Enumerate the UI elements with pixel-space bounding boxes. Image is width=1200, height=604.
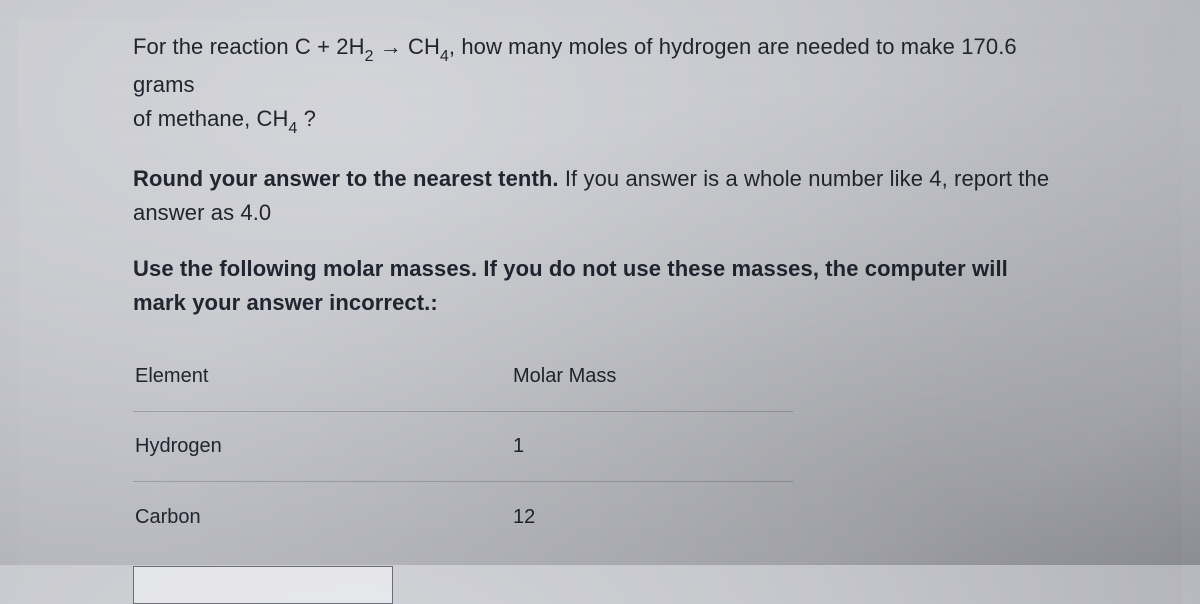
q-sub-2: 4	[440, 48, 449, 65]
q-seg-5: ?	[297, 106, 316, 131]
molar-mass-instruction-bold: Use the following molar masses. If you d…	[133, 256, 1008, 315]
question-text: For the reaction C + 2H2 → CH4, how many…	[133, 30, 1067, 140]
table-header-element: Element	[133, 365, 513, 388]
table-cell-element: Carbon	[133, 506, 513, 529]
table-cell-mass: 12	[513, 506, 793, 529]
table-header-row: Element Molar Mass	[133, 342, 793, 412]
q-seg-2: → CH	[373, 34, 440, 59]
molar-mass-table: Element Molar Mass Hydrogen 1 Carbon 12	[133, 342, 793, 552]
table-row: Hydrogen 1	[133, 412, 793, 482]
table-row: Carbon 12	[133, 482, 793, 552]
q-sub-1: 2	[365, 48, 374, 65]
q-sub-3: 4	[288, 120, 297, 137]
answer-input[interactable]	[133, 566, 393, 604]
table-cell-mass: 1	[513, 435, 793, 458]
rounding-instruction: Round your answer to the nearest tenth. …	[133, 162, 1067, 230]
molar-mass-instruction: Use the following molar masses. If you d…	[133, 252, 1067, 320]
table-header-molarmass: Molar Mass	[513, 365, 793, 388]
rounding-instruction-bold: Round your answer to the nearest tenth.	[133, 166, 559, 191]
table-cell-element: Hydrogen	[133, 435, 513, 458]
q-seg-1: For the reaction C + 2H	[133, 34, 365, 59]
q-seg-4: of methane, CH	[133, 106, 288, 131]
question-panel: For the reaction C + 2H2 → CH4, how many…	[18, 20, 1182, 604]
